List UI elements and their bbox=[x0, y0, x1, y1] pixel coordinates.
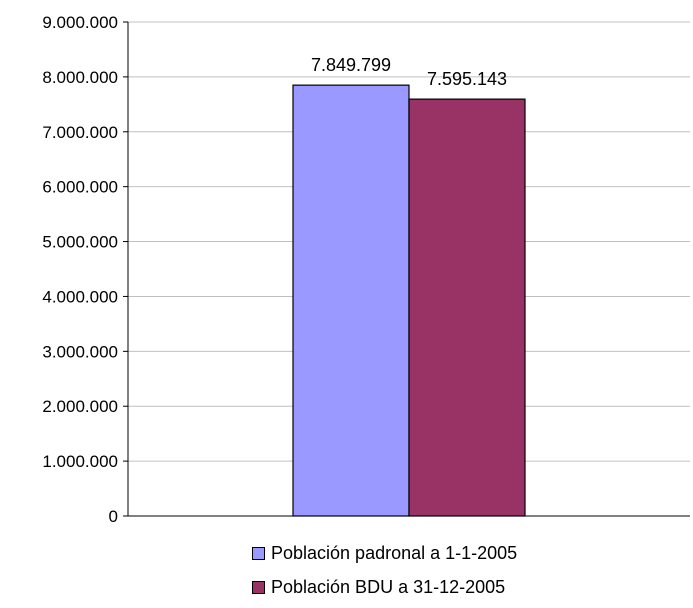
data-labels: 7.849.799 7.595.143 bbox=[311, 55, 507, 89]
y-tick-label: 8.000.000 bbox=[42, 68, 118, 87]
y-tick-label: 7.000.000 bbox=[42, 123, 118, 142]
legend-label-bdu: Población BDU a 31-12-2005 bbox=[271, 576, 506, 597]
legend-label-padronal: Población padronal a 1-1-2005 bbox=[271, 542, 518, 563]
y-tick-label: 1.000.000 bbox=[42, 452, 118, 471]
y-tick-label: 6.000.000 bbox=[42, 178, 118, 197]
data-label-padronal: 7.849.799 bbox=[311, 55, 391, 75]
data-label-bdu: 7.595.143 bbox=[427, 69, 507, 89]
legend-swatch-bdu bbox=[252, 580, 265, 594]
legend-swatch-padronal bbox=[252, 546, 265, 560]
legend-item-padronal: Población padronal a 1-1-2005 bbox=[252, 540, 517, 566]
legend: Población padronal a 1-1-2005 Población … bbox=[252, 540, 517, 608]
y-tick-label: 3.000.000 bbox=[42, 342, 118, 361]
bar-bdu bbox=[408, 98, 526, 517]
bars bbox=[292, 84, 526, 517]
y-tick-label: 9.000.000 bbox=[42, 13, 118, 32]
bar-padronal bbox=[292, 84, 410, 517]
bar-chart: 0 1.000.000 2.000.000 3.000.000 4.000.000 5.0… bbox=[42, 13, 690, 526]
y-tick-label: 4.000.000 bbox=[42, 287, 118, 306]
y-tick-label: 0 bbox=[109, 507, 118, 526]
legend-item-bdu: Población BDU a 31-12-2005 bbox=[252, 574, 517, 600]
y-axis-ticks: 0 1.000.000 2.000.000 3.000.000 4.000.000 5.0… bbox=[42, 13, 128, 526]
y-tick-label: 5.000.000 bbox=[42, 233, 118, 252]
y-tick-label: 2.000.000 bbox=[42, 397, 118, 416]
